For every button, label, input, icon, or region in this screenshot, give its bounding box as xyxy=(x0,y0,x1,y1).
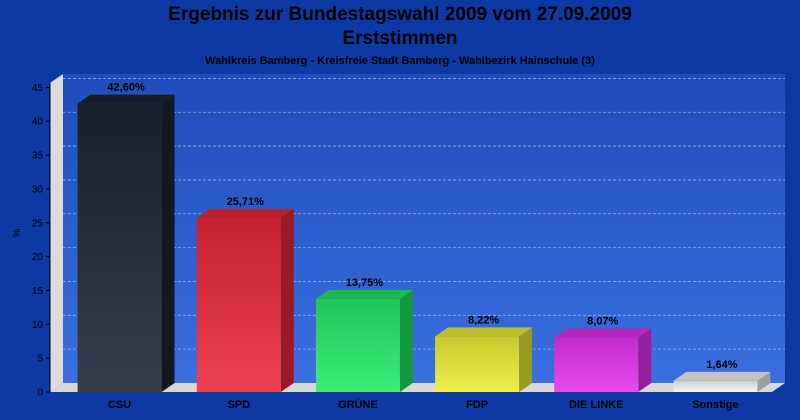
x-tick-label: SPD xyxy=(227,399,250,411)
y-tick-label: 20 xyxy=(32,252,44,263)
data-label: 8,22% xyxy=(468,314,499,326)
data-label: 1,64% xyxy=(706,359,737,371)
bar-side xyxy=(519,327,533,392)
bar xyxy=(673,380,758,392)
chart-subtitle-district: Wahlkreis Bamberg - Kreisfreie Stadt Bam… xyxy=(205,55,595,67)
y-tick-label: 25 xyxy=(32,218,44,229)
x-tick-label: Sonstige xyxy=(692,399,738,411)
x-tick-label: FDP xyxy=(466,399,488,411)
y-tick-label: 5 xyxy=(37,354,43,365)
y-tick-label: 15 xyxy=(32,286,44,297)
plot-back-wall xyxy=(63,74,785,383)
chart-title: Ergebnis zur Bundestagswahl 2009 vom 27.… xyxy=(168,4,632,25)
x-tick-label: GRÜNE xyxy=(338,398,378,411)
bar xyxy=(315,298,400,392)
y-tick-label: 0 xyxy=(37,388,43,399)
data-label: 8,07% xyxy=(587,315,618,327)
y-tick-label: 40 xyxy=(32,117,44,128)
bar-top xyxy=(673,371,771,381)
bar-side xyxy=(161,94,175,392)
bar-side xyxy=(757,371,771,392)
bar-side xyxy=(638,328,652,392)
data-label: 13,75% xyxy=(346,277,384,289)
bar xyxy=(196,217,281,392)
plot-side-wall xyxy=(50,74,63,392)
x-tick-label: DIE LINKE xyxy=(569,399,623,411)
chart-subtitle-main: Erststimmen xyxy=(342,28,458,49)
bar xyxy=(77,103,162,392)
bar-side xyxy=(280,208,294,392)
bar-top xyxy=(315,289,413,299)
bar-side xyxy=(399,289,413,392)
x-tick-label: CSU xyxy=(108,399,131,411)
y-tick-label: 30 xyxy=(32,184,44,195)
data-label: 42,60% xyxy=(107,82,145,94)
y-tick-label: 10 xyxy=(32,320,44,331)
data-label: 25,71% xyxy=(227,196,265,208)
y-axis-label: % xyxy=(12,228,23,237)
bar xyxy=(435,336,520,392)
bar-top xyxy=(435,327,533,337)
bar-top xyxy=(554,328,652,338)
y-tick-label: 45 xyxy=(32,83,44,94)
bar-top xyxy=(196,208,294,218)
y-tick-label: 35 xyxy=(32,151,44,162)
bar xyxy=(554,337,639,392)
bar-top xyxy=(77,94,175,104)
